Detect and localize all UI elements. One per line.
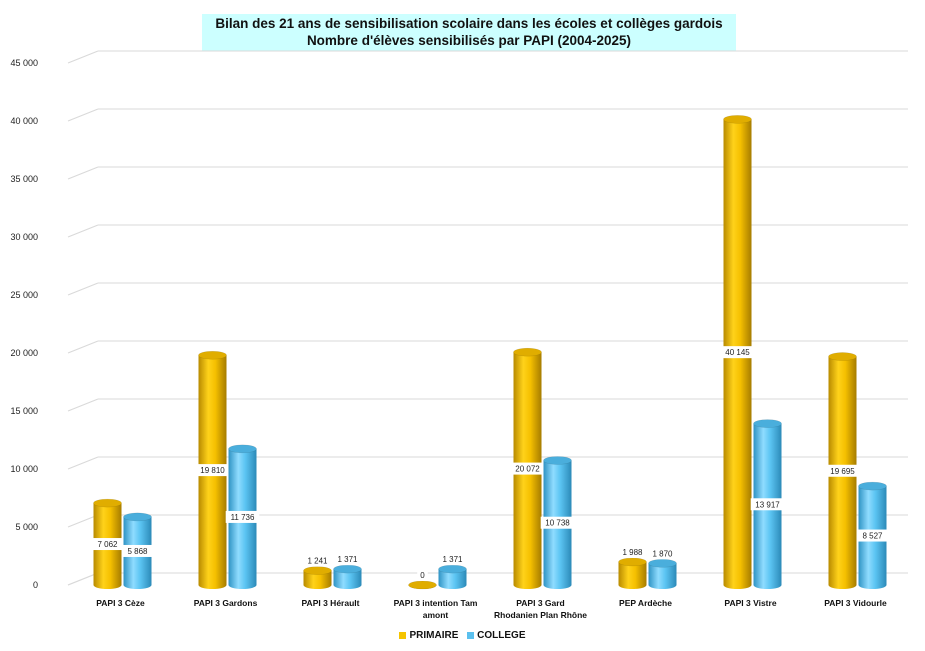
- y-tick-label: 10 000: [10, 464, 38, 474]
- bar-top-primaire: [303, 566, 332, 575]
- gridline-diagonal: [67, 108, 99, 122]
- gridline-diagonal: [67, 282, 99, 296]
- data-label: 1 371: [442, 555, 463, 564]
- data-label: 1 241: [307, 557, 328, 566]
- gridline-diagonal: [67, 50, 99, 64]
- data-label-bg: [618, 545, 647, 558]
- bar-top-primaire: [828, 352, 857, 361]
- bar-top-college: [228, 444, 257, 454]
- y-tick-label: 30 000: [10, 232, 38, 242]
- data-label-bg: [510, 462, 545, 475]
- data-label-bg: [720, 346, 755, 359]
- data-label-bg: [825, 464, 860, 477]
- data-label: 1 988: [622, 548, 643, 557]
- data-label: 1 371: [337, 555, 358, 564]
- category-label: PAPI 3 Gardons: [194, 598, 258, 608]
- category-label: PAPI 3 Vistre: [724, 598, 776, 608]
- bar-primaire: [618, 561, 647, 589]
- data-label: 13 917: [755, 500, 780, 509]
- category-label: PEP Ardèche: [619, 598, 672, 608]
- y-tick-label: 40 000: [10, 116, 38, 126]
- bar-top-college: [543, 456, 572, 465]
- legend-swatch-college: [467, 632, 475, 639]
- data-label-bg: [225, 510, 260, 523]
- bar-college: [333, 569, 362, 589]
- y-tick-label: 0: [33, 580, 38, 590]
- gridline-diagonal: [67, 224, 99, 238]
- legend-label-primaire: PRIMAIRE: [409, 630, 459, 641]
- bar-top-college: [123, 512, 152, 522]
- legend-swatch-primaire: [399, 632, 407, 639]
- data-label-bg: [858, 529, 887, 542]
- data-label-bg: [123, 544, 152, 557]
- data-label: 7 062: [97, 540, 118, 549]
- category-label: PAPI 3 Vidourle: [824, 598, 887, 608]
- data-label-bg: [648, 547, 677, 560]
- category-label: PAPI 3 intention Tam: [394, 598, 478, 608]
- bar-college: [438, 569, 467, 589]
- data-label-bg: [303, 554, 332, 567]
- data-label: 19 810: [200, 466, 225, 475]
- data-label: 5 868: [127, 547, 148, 556]
- chart-legend: PRIMAIRE COLLEGE: [0, 630, 925, 642]
- bar-top-primaire: [408, 580, 437, 590]
- data-label: 0: [420, 571, 425, 580]
- category-label: amont: [423, 610, 449, 620]
- gridline-diagonal: [67, 340, 99, 354]
- gridline-diagonal: [67, 398, 99, 412]
- category-label: PAPI 3 Cèze: [96, 598, 145, 608]
- bar-top-college: [438, 564, 467, 574]
- y-tick-label: 15 000: [10, 406, 38, 416]
- bar-top-primaire: [93, 498, 122, 508]
- bar-top-college: [333, 564, 362, 574]
- y-tick-label: 45 000: [10, 58, 38, 68]
- gridline-diagonal: [67, 514, 99, 528]
- data-label: 1 870: [652, 549, 673, 558]
- data-label-bg: [333, 553, 362, 566]
- floor-edge: [67, 572, 99, 586]
- legend-item-primaire: PRIMAIRE: [399, 630, 458, 641]
- bar-top-college: [648, 559, 677, 568]
- data-label-bg: [417, 569, 428, 581]
- data-label: 20 072: [515, 465, 540, 474]
- data-label-bg: [93, 538, 122, 551]
- bar-top-college: [753, 419, 782, 428]
- data-label-bg: [540, 516, 575, 529]
- gridline-diagonal: [67, 456, 99, 470]
- bar-primaire: [303, 570, 332, 589]
- legend-label-college: COLLEGE: [477, 630, 526, 641]
- data-label: 8 527: [862, 532, 883, 541]
- bar-top-primaire: [198, 350, 227, 360]
- data-label: 19 695: [830, 467, 855, 476]
- y-tick-label: 5 000: [15, 522, 38, 532]
- category-label: PAPI 3 Gard: [516, 598, 565, 608]
- bar-top-primaire: [618, 557, 647, 567]
- data-label-bg: [195, 464, 230, 477]
- chart-title-box: Bilan des 21 ans de sensibilisation scol…: [202, 14, 736, 51]
- legend-item-college: COLLEGE: [467, 630, 526, 641]
- y-tick-label: 35 000: [10, 174, 38, 184]
- bar-college: [648, 563, 677, 589]
- category-label: Rhodanien Plan Rhône: [494, 610, 587, 620]
- data-label: 40 145: [725, 348, 750, 357]
- data-label-bg: [438, 553, 467, 566]
- chart-subtitle: Nombre d'élèves sensibilisés par PAPI (2…: [306, 33, 632, 48]
- data-label: 10 738: [545, 519, 570, 528]
- y-tick-label: 25 000: [10, 290, 38, 300]
- data-label: 11 736: [231, 513, 255, 522]
- gridline-diagonal: [67, 166, 99, 180]
- data-label-bg: [750, 498, 785, 511]
- category-label: PAPI 3 Hérault: [302, 598, 360, 608]
- chart-title: Bilan des 21 ans de sensibilisation scol…: [215, 16, 723, 31]
- bar-top-primaire: [513, 347, 542, 357]
- bar-top-primaire: [723, 115, 752, 124]
- bar-top-college: [858, 481, 887, 491]
- y-tick-label: 20 000: [10, 348, 38, 358]
